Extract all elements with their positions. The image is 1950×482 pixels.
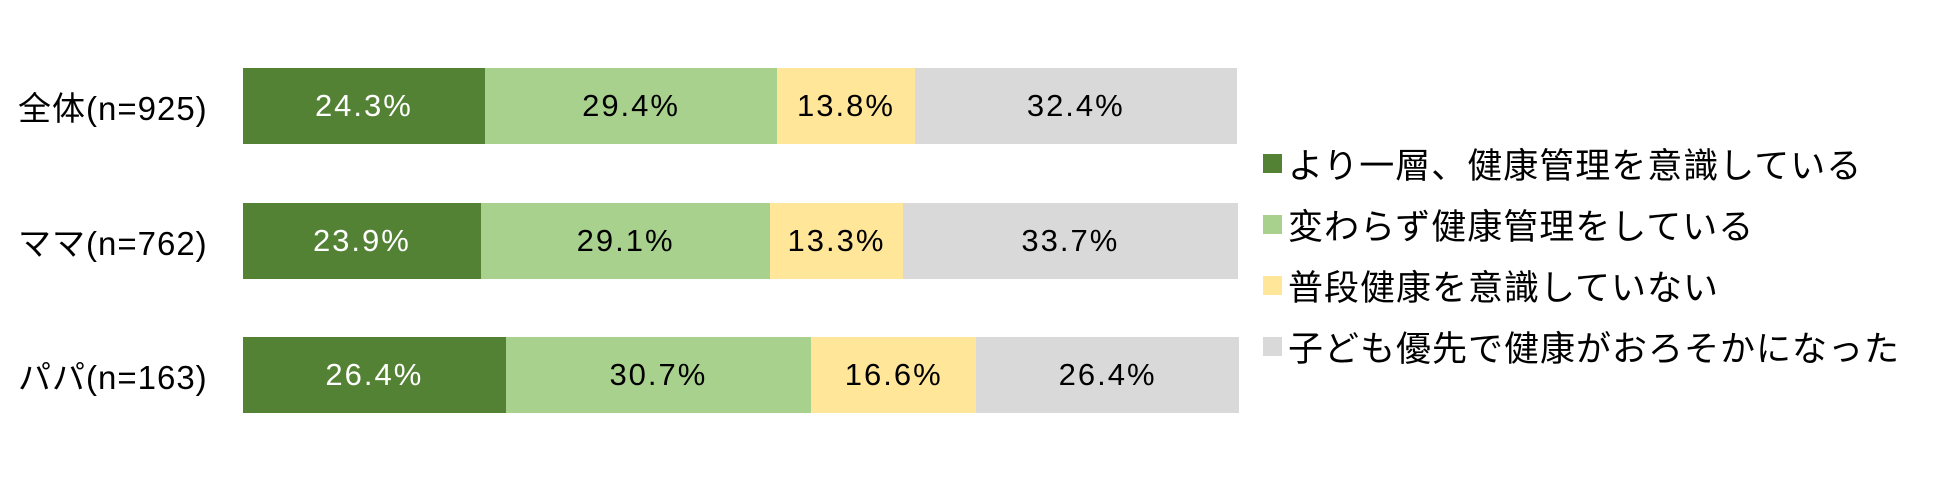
legend-swatch bbox=[1263, 337, 1282, 356]
legend-label: 変わらず健康管理をしている bbox=[1288, 208, 1755, 247]
bar-value-label: 16.6% bbox=[844, 357, 943, 392]
bar-value-label: 13.3% bbox=[787, 223, 886, 258]
legend-item: 変わらず健康管理をしている bbox=[1263, 194, 1900, 255]
bar-segment: 23.9% bbox=[243, 203, 481, 279]
bar-value-label: 29.4% bbox=[582, 88, 680, 123]
stacked-bar: 23.9% 29.1% 13.3% 33.7% bbox=[243, 203, 1238, 279]
bar-segment: 16.6% bbox=[811, 337, 977, 413]
bar-segment: 24.3% bbox=[243, 68, 485, 144]
bar-segment: 26.4% bbox=[976, 337, 1239, 413]
bar-value-label: 26.4% bbox=[325, 357, 424, 392]
legend-item: 普段健康を意識していない bbox=[1263, 255, 1900, 316]
bar-segment: 33.7% bbox=[902, 203, 1238, 279]
legend-swatch bbox=[1263, 215, 1282, 234]
legend: より一層、健康管理を意識している 変わらず健康管理をしている 普段健康を意識していな… bbox=[1263, 133, 1900, 377]
bar-value-label: 32.4% bbox=[1026, 88, 1125, 123]
bar-segment: 26.4% bbox=[243, 337, 506, 413]
stacked-bar: 26.4% 30.7% 16.6% 26.4% bbox=[243, 337, 1239, 413]
bar-segment: 13.8% bbox=[777, 68, 915, 144]
legend-label: 子ども優先で健康がおろそかになった bbox=[1288, 330, 1901, 369]
legend-item: より一層、健康管理を意識している bbox=[1263, 133, 1900, 194]
bar-value-label: 23.9% bbox=[312, 223, 411, 258]
chart-row: 全体(n=925) 24.3% 29.4% 13.8% 32.4% bbox=[0, 68, 1950, 144]
bar-segment: 29.1% bbox=[480, 203, 771, 279]
stacked-bar: 24.3% 29.4% 13.8% 32.4% bbox=[243, 68, 1237, 144]
legend-label: 普段健康を意識していない bbox=[1288, 269, 1719, 308]
bar-value-label: 29.1% bbox=[576, 223, 675, 258]
chart-row: ママ(n=762) 23.9% 29.1% 13.3% 33.7% bbox=[0, 203, 1950, 279]
bar-value-label: 30.7% bbox=[609, 357, 708, 392]
category-label: パパ(n=163) bbox=[18, 359, 208, 396]
bar-value-label: 33.7% bbox=[1021, 223, 1120, 258]
chart-row: パパ(n=163) 26.4% 30.7% 16.6% 26.4% bbox=[0, 337, 1950, 413]
bar-segment: 30.7% bbox=[505, 337, 812, 413]
category-label: ママ(n=762) bbox=[18, 225, 208, 262]
legend-swatch bbox=[1263, 154, 1282, 173]
legend-item: 子ども優先で健康がおろそかになった bbox=[1263, 316, 1900, 377]
bar-value-label: 13.8% bbox=[796, 88, 895, 123]
category-label: 全体(n=925) bbox=[18, 90, 208, 127]
bar-value-label: 26.4% bbox=[1058, 357, 1157, 392]
bar-value-label: 24.3% bbox=[314, 88, 413, 123]
legend-swatch bbox=[1263, 276, 1282, 295]
bar-segment: 29.4% bbox=[484, 68, 778, 144]
legend-label: より一層、健康管理を意識している bbox=[1288, 147, 1863, 186]
bar-segment: 13.3% bbox=[770, 203, 903, 279]
bar-segment: 32.4% bbox=[914, 68, 1237, 144]
